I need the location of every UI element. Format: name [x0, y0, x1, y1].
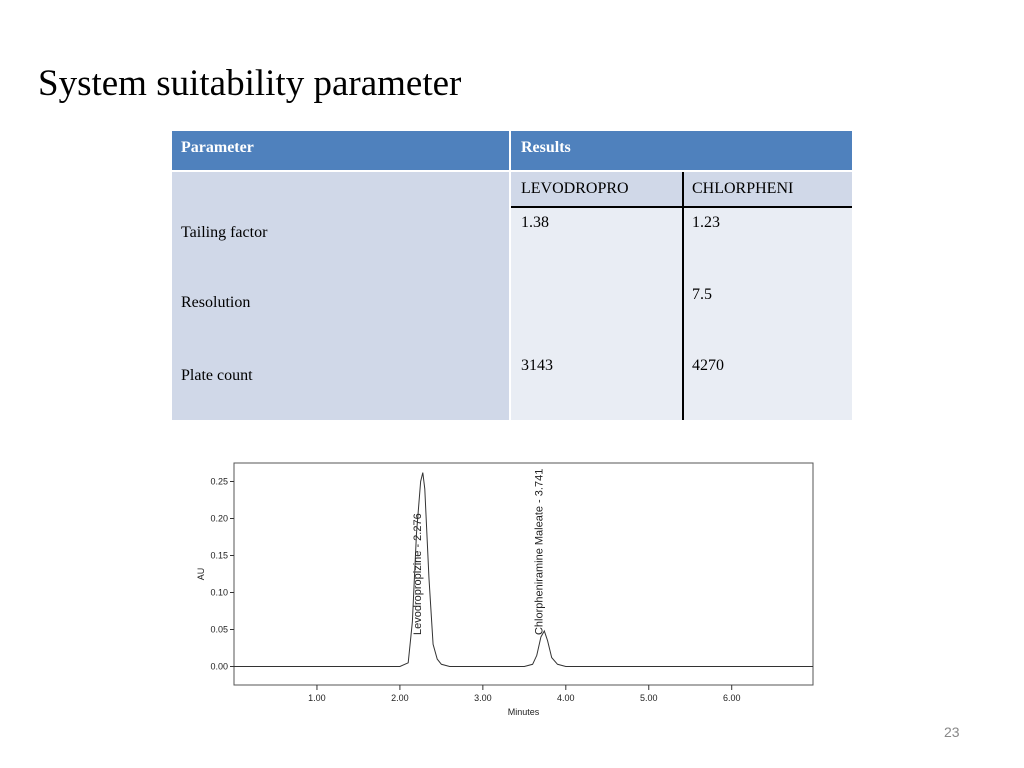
table: Parameter Results LEVODROPRO CHLORPHENI Tail…: [172, 131, 852, 420]
x-axis-label: Minutes: [508, 707, 540, 717]
x-tick-label: 6.00: [723, 693, 741, 703]
y-tick-label: 0.05: [210, 625, 228, 635]
y-tick-label: 0.15: [210, 551, 228, 561]
row-label: Plate count: [181, 367, 253, 384]
chart: 0.00 0.05 0.10 0.15 0.20 0.25 1.00 2.00 3.00 4.00…: [196, 462, 814, 717]
y-tick-label: 0.00: [210, 662, 228, 672]
header-cell: Results: [521, 139, 571, 156]
header-bg: [172, 131, 509, 170]
x-tick-label: 4.00: [557, 693, 575, 703]
row-label: Resolution: [181, 294, 251, 311]
page-number: 23: [944, 724, 960, 740]
header-cell: Parameter: [181, 139, 254, 156]
x-tick-label: 5.00: [640, 693, 658, 703]
peak-annotation: Levodropropizine - 2.276: [412, 513, 424, 635]
y-tick-label: 0.20: [210, 514, 228, 524]
y-tick-label: 0.10: [210, 588, 228, 598]
subheader-bg: [511, 172, 852, 206]
peak-annotation: Chlorpheniramine Maleate - 3.741: [533, 469, 545, 635]
row-label: Tailing factor: [181, 224, 268, 241]
results-bg: [511, 206, 852, 420]
y-axis-label: AU: [196, 568, 206, 581]
header-bg: [511, 131, 852, 170]
column-rule: [682, 172, 684, 420]
y-tick-label: 0.25: [210, 477, 228, 487]
param-column-bg: [172, 172, 509, 420]
result-cell: 4270: [692, 357, 724, 374]
x-tick-label: 3.00: [474, 693, 492, 703]
plot-frame: [233, 462, 814, 686]
subheader-cell: CHLORPHENI: [692, 180, 794, 197]
result-cell: 7.5: [692, 286, 712, 303]
subheader-cell: LEVODROPRO: [521, 180, 629, 197]
result-cell: 3143: [521, 357, 553, 374]
subheader-rule: [511, 206, 852, 208]
x-tick-label: 2.00: [391, 693, 409, 703]
x-tick-label: 1.00: [308, 693, 326, 703]
result-cell: 1.23: [692, 214, 720, 231]
slide-title: System suitability parameter: [38, 63, 462, 104]
chromatogram-line: [234, 472, 813, 667]
result-cell: 1.38: [521, 214, 549, 231]
